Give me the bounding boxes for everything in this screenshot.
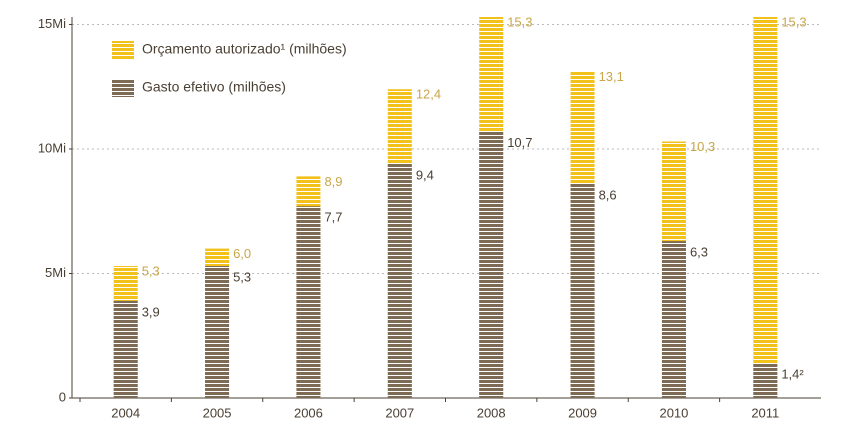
- x-tick-label: 2008: [477, 405, 506, 420]
- bar: [753, 363, 778, 398]
- value-label: 5,3: [233, 269, 251, 284]
- bar: [661, 241, 686, 398]
- value-label: 10,7: [507, 135, 532, 150]
- bar: [387, 163, 412, 398]
- bar: [570, 183, 595, 398]
- bar: [296, 206, 321, 398]
- legend-swatch: [112, 41, 134, 59]
- value-label: 3,9: [142, 304, 160, 319]
- bar: [205, 266, 230, 398]
- x-tick-label: 2004: [111, 405, 140, 420]
- x-tick-label: 2009: [568, 405, 597, 420]
- value-label: 5,3: [142, 263, 160, 278]
- value-label: 10,3: [690, 139, 715, 154]
- legend-label: Orçamento autorizado¹ (milhões): [142, 41, 347, 57]
- value-label: 1,4²: [781, 367, 804, 382]
- x-tick-label: 2010: [659, 405, 688, 420]
- bar: [113, 300, 138, 398]
- value-label: 15,3: [507, 14, 532, 29]
- value-label: 15,3: [781, 14, 806, 29]
- y-tick-label: 15Mi: [38, 16, 66, 31]
- value-label: 7,7: [324, 210, 342, 225]
- value-label: 13,1: [599, 69, 624, 84]
- value-label: 6,3: [690, 245, 708, 260]
- x-tick-label: 2011: [751, 405, 779, 420]
- x-tick-label: 2006: [294, 405, 323, 420]
- value-label: 8,6: [599, 187, 617, 202]
- y-tick-label: 0: [59, 389, 66, 404]
- y-tick-label: 5Mi: [45, 265, 66, 280]
- bar: [479, 131, 504, 399]
- value-label: 8,9: [324, 174, 342, 189]
- value-label: 12,4: [416, 87, 441, 102]
- x-tick-label: 2007: [385, 405, 414, 420]
- y-tick-label: 10Mi: [38, 140, 66, 155]
- value-label: 6,0: [233, 246, 251, 261]
- legend-label: Gasto efetivo (milhões): [142, 79, 286, 95]
- bar: [753, 17, 778, 398]
- value-label: 9,4: [416, 167, 434, 182]
- x-tick-label: 2005: [203, 405, 232, 420]
- legend-swatch: [112, 79, 134, 97]
